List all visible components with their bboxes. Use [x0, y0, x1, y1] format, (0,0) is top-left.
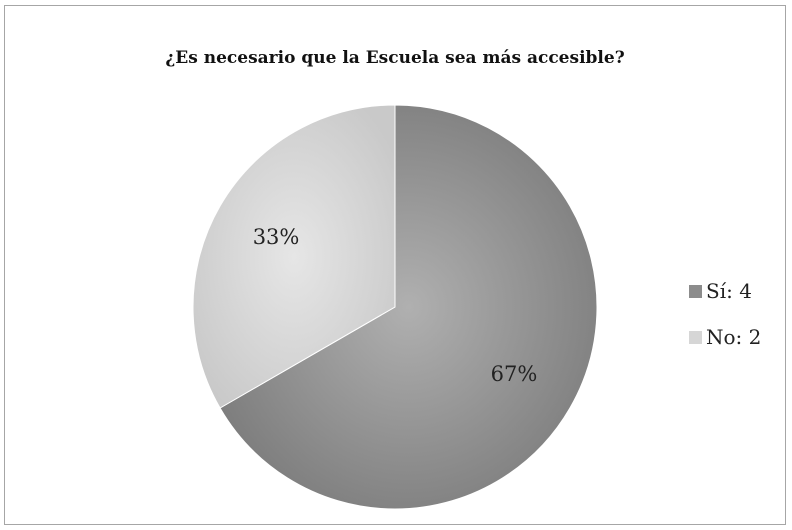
- legend-swatch-si: [689, 284, 702, 298]
- pie-label-no: 33%: [253, 225, 300, 249]
- legend-item-no: No: 2: [689, 314, 761, 360]
- chart-title: ¿Es necesario que la Escuela sea más acc…: [165, 48, 625, 68]
- legend-item-si: Sí: 4: [689, 268, 761, 314]
- pie-slice-no: [192, 104, 396, 409]
- pie-label-si: 67%: [491, 362, 538, 386]
- legend-swatch-no: [689, 330, 702, 344]
- legend-label-no: No: 2: [706, 325, 762, 349]
- legend-label-si: Sí: 4: [706, 279, 752, 303]
- chart-legend: Sí: 4 No: 2: [689, 268, 761, 360]
- pie-slice-si: [219, 104, 598, 510]
